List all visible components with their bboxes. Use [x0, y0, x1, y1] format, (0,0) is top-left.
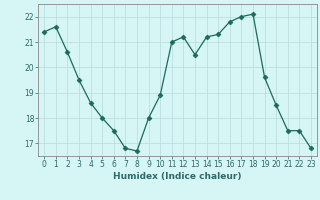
X-axis label: Humidex (Indice chaleur): Humidex (Indice chaleur) [113, 172, 242, 181]
